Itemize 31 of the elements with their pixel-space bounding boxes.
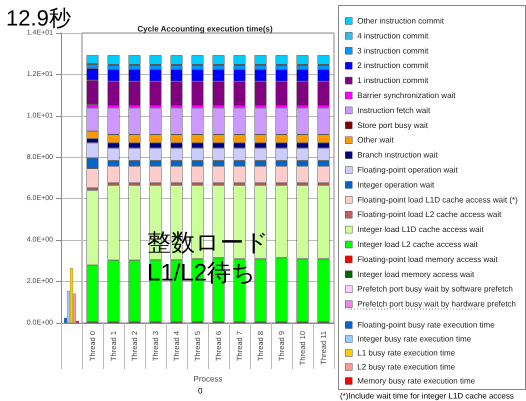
x-axis-title: Process bbox=[194, 374, 222, 384]
legend-label: Floating-point busy rate execution time bbox=[357, 320, 496, 330]
legend-label: Integer operation wait bbox=[357, 180, 435, 190]
legend-label: Floating-point load L1D cache access wait (*) bbox=[357, 195, 518, 204]
legend-label: 2 instruction commit bbox=[357, 61, 430, 70]
legend-label: Prefetch port busy wait by hardware prefetch bbox=[357, 300, 516, 309]
legend-label: Branch instruction wait bbox=[357, 150, 439, 160]
legend-label: Integer load L2 cache access wait bbox=[357, 240, 479, 249]
legend-label: 1 instruction commit bbox=[357, 76, 430, 86]
text: 12.9秒 bbox=[6, 5, 71, 30]
legend-label: Prefetch port busy wait by software prefetch bbox=[357, 284, 513, 294]
legend-label: Other wait bbox=[357, 136, 394, 145]
legend-label: Barrier synchronization wait bbox=[357, 91, 456, 100]
bar bbox=[70, 268, 73, 323]
legend-label: 4 instruction commit bbox=[357, 31, 430, 40]
legend-label: Integer busy rate execution time bbox=[357, 334, 472, 344]
text: (*)Include wait time for integer L1D cache access bbox=[340, 392, 514, 400]
legend-label: 3 instruction commit bbox=[357, 46, 430, 56]
legend-label: L1 busy rate execution time bbox=[357, 348, 456, 358]
legend-label: Floating-point load L2 cache access wait bbox=[357, 210, 502, 220]
chart-title: Cycle Accounting execution time(s) bbox=[137, 24, 273, 34]
legend-label: Memory busy rate execution time bbox=[357, 376, 476, 386]
legend-label: L2 busy rate execution time bbox=[357, 362, 456, 372]
legend-label: Integer load L1D cache access wait bbox=[357, 225, 484, 234]
legend-label: Floating-point operation wait bbox=[357, 166, 459, 174]
text: 0 bbox=[198, 386, 203, 396]
legend-label: Store port busy wait bbox=[357, 120, 429, 130]
legend-label: Floating-point load memory access wait bbox=[357, 254, 499, 264]
legend-label: Instruction fetch wait bbox=[357, 106, 431, 115]
legend-label: Other instruction commit bbox=[357, 16, 445, 26]
legend-label: Integer load memory access wait bbox=[357, 270, 475, 279]
